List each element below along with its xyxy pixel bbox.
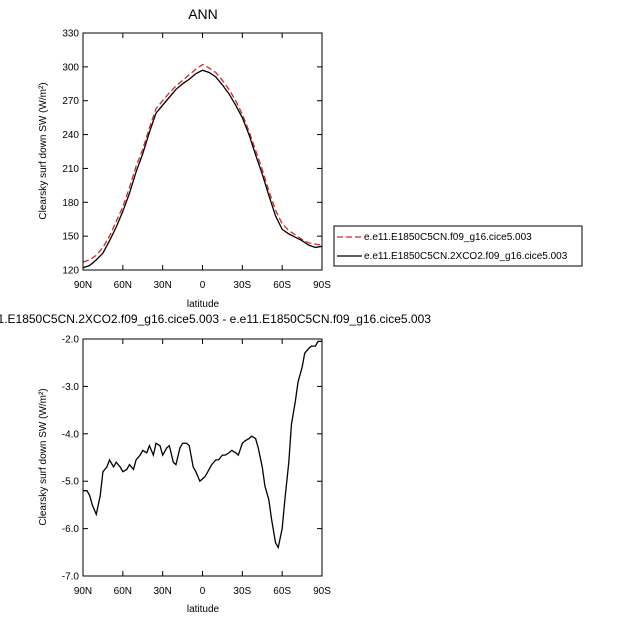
legend: e.e11.E1850C5CN.f09_g16.cice5.003 e.e11.… bbox=[333, 225, 583, 267]
plot-frame bbox=[82, 338, 323, 577]
x-tick-label: 30S bbox=[233, 586, 251, 597]
y-axis-label: Clearsky surf down SW (W/m²) bbox=[38, 388, 49, 525]
series-group bbox=[83, 340, 322, 550]
series-group bbox=[82, 63, 323, 269]
y-tick-label: 210 bbox=[62, 164, 79, 175]
y-tick-label: -4.0 bbox=[62, 429, 80, 440]
x-tick-label: 30N bbox=[153, 280, 171, 291]
y-tick-label: 240 bbox=[62, 130, 79, 141]
series-line bbox=[82, 63, 323, 263]
x-tick-label: 30S bbox=[233, 280, 251, 291]
x-tick-label: 90N bbox=[74, 280, 92, 291]
y-axis-label: Clearsky surf down SW (W/m²) bbox=[38, 82, 49, 219]
x-tick-label: 30N bbox=[153, 586, 171, 597]
x-tick-label: 90S bbox=[313, 586, 331, 597]
x-tick-label: 90N bbox=[74, 586, 92, 597]
x-tick-label: 60S bbox=[273, 280, 291, 291]
x-tick-label: 60S bbox=[273, 586, 291, 597]
x-axis-label: latitude bbox=[187, 299, 220, 310]
y-tick-label: 180 bbox=[62, 198, 79, 209]
y-tick-label: 330 bbox=[62, 29, 79, 40]
y-tick-label: -6.0 bbox=[62, 524, 80, 535]
chart-title: e.e11.E1850C5CN.2XCO2.f09_g16.cice5.003 … bbox=[0, 312, 431, 326]
y-tick-label: 300 bbox=[62, 62, 79, 73]
legend-box bbox=[333, 225, 583, 267]
y-tick-label: 120 bbox=[62, 266, 79, 277]
x-tick-label: 90S bbox=[313, 280, 331, 291]
series-line bbox=[82, 69, 323, 269]
y-tick-label: -5.0 bbox=[62, 477, 80, 488]
x-tick-label: 60N bbox=[114, 280, 132, 291]
y-tick-label: 150 bbox=[62, 232, 79, 243]
legend-label: e.e11.E1850C5CN.f09_g16.cice5.003 bbox=[364, 232, 532, 243]
chart-title: ANN bbox=[188, 6, 218, 22]
plot-frame bbox=[82, 32, 323, 271]
x-tick-label: 0 bbox=[200, 586, 206, 597]
y-tick-label: -3.0 bbox=[62, 382, 80, 393]
y-tick-label: -2.0 bbox=[62, 335, 80, 346]
legend-label: e.e11.E1850C5CN.2XCO2.f09_g16.cice5.003 bbox=[364, 251, 568, 262]
x-tick-label: 60N bbox=[114, 586, 132, 597]
y-tick-label: 270 bbox=[62, 96, 79, 107]
x-axis-label: latitude bbox=[187, 604, 220, 615]
y-tick-label: -7.0 bbox=[62, 572, 80, 583]
axis-ticks: 90N 60N 30N 0 30S 60S 90S -7.0 -6.0 -5.0 -4.0 -3.0 -… bbox=[62, 335, 331, 598]
axis-ticks: 90N 60N 30N 0 30S 60S 90S 120 150 180 210 240 270 300… bbox=[62, 29, 331, 292]
x-tick-label: 0 bbox=[200, 280, 206, 291]
series-line bbox=[83, 340, 322, 550]
